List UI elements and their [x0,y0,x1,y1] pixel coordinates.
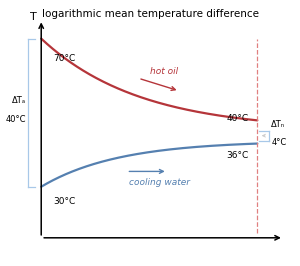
Text: T: T [31,12,37,22]
Text: 36°C: 36°C [226,151,248,160]
Text: 4°C: 4°C [272,138,287,147]
Text: logarithmic mean temperature difference: logarithmic mean temperature difference [41,9,259,19]
Text: 40°C: 40°C [226,114,248,123]
Text: cooling water: cooling water [129,178,190,187]
Text: 70°C: 70°C [53,54,75,63]
Text: 30°C: 30°C [53,197,75,206]
Text: ΔTₙ: ΔTₙ [272,120,286,129]
Text: 40°C: 40°C [5,115,26,124]
Text: hot oil: hot oil [150,67,178,76]
Text: ΔTₐ: ΔTₐ [11,96,26,105]
